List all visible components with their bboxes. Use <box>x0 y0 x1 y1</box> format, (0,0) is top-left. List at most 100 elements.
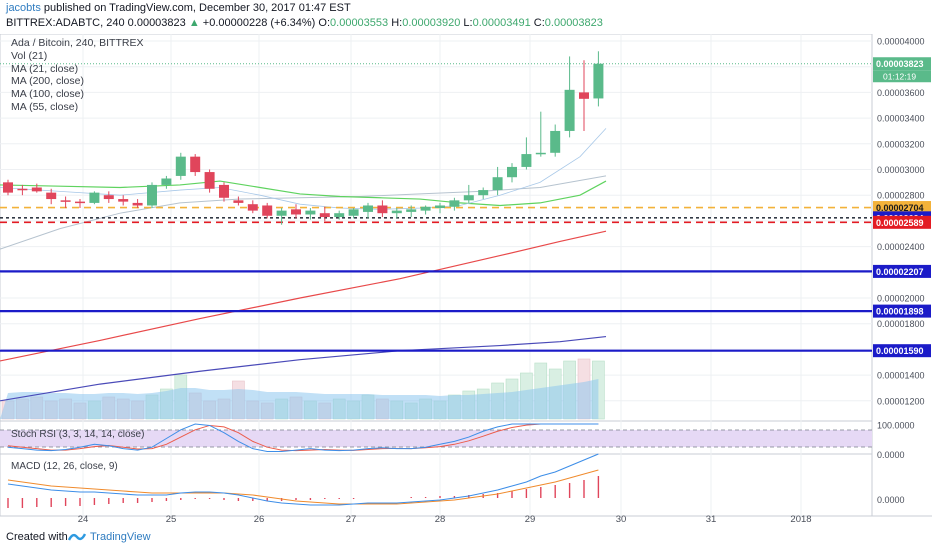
blue-level-3-tag: 0.00001590 <box>876 346 924 356</box>
orange-level-tag: 0.00002704 <box>876 203 924 213</box>
candle-down <box>17 188 28 191</box>
time-tick-label: 29 <box>525 514 536 525</box>
horizontal-lines <box>0 63 872 352</box>
price-tick-label: 0.00002000 <box>877 294 925 304</box>
candle-up <box>593 63 604 99</box>
orange-level-tag-bg <box>873 201 931 215</box>
time-tick-label: 28 <box>435 514 446 525</box>
candle-up <box>175 156 186 176</box>
last-price: 0.00003823 <box>127 17 186 29</box>
stoch-k-line <box>7 423 599 453</box>
price-tick-label: 0.00001400 <box>877 371 925 381</box>
time-tick-label: 24 <box>78 514 89 525</box>
candle-down <box>219 184 229 198</box>
chart-legend: Ada / Bitcoin, 240, BITTREX Vol (21) MA … <box>11 37 143 114</box>
tradingview-logo-icon <box>68 533 86 541</box>
candle-up <box>435 205 445 209</box>
legend-item-ma21[interactable]: MA (21, close) <box>11 62 79 75</box>
low-value: 0.00003491 <box>472 17 531 29</box>
candle-down <box>75 201 85 204</box>
stoch-rsi-pane <box>0 423 872 453</box>
high-value: 0.00003920 <box>402 17 461 29</box>
blue-level-1-tag: 0.00002207 <box>876 267 924 277</box>
candle-up <box>391 210 402 214</box>
candle-down <box>46 192 57 200</box>
time-tick-label: 2018 <box>790 514 811 525</box>
macd-label[interactable]: MACD (12, 26, close, 9) <box>11 461 118 472</box>
candle-up <box>521 154 532 167</box>
symbol-label: BITTREX:ADABTC, 240 <box>6 17 125 29</box>
time-tick-label: 27 <box>346 514 357 525</box>
candle-up <box>305 210 316 215</box>
macd-line <box>7 453 599 506</box>
price-chart[interactable]: 0.000040000.000038000.000036000.00003400… <box>0 34 932 550</box>
low-label: L: <box>463 17 473 29</box>
candle-down <box>31 187 42 192</box>
price-tick-label: 0.00003400 <box>877 114 925 124</box>
publish-line: jacobts published on TradingView.com, De… <box>6 2 351 14</box>
price-tick-label: 0.00004000 <box>877 37 925 47</box>
subpane-tick-label: 0.0000 <box>877 450 905 460</box>
candle-up <box>420 206 431 211</box>
high-label: H: <box>391 17 403 29</box>
candle-down <box>204 172 215 189</box>
time-tick-label: 25 <box>166 514 177 525</box>
price-tick-label: 0.00001800 <box>877 319 925 329</box>
red-level-tag: 0.00002589 <box>876 218 924 228</box>
candle-up <box>478 190 489 196</box>
candle-up <box>334 213 345 218</box>
change-value: +0.00000228 (+6.34%) <box>202 17 316 29</box>
open-value: 0.00003553 <box>330 17 389 29</box>
price-tick-label: 0.00002800 <box>877 191 925 201</box>
candle-up <box>507 166 517 178</box>
candle-up <box>161 178 172 185</box>
open-label: O: <box>318 17 331 29</box>
ma-100-line <box>0 230 607 362</box>
candle-down <box>319 213 330 218</box>
candle-up <box>492 177 503 191</box>
candle-up <box>89 192 100 203</box>
blue-level-2-tag: 0.00001898 <box>876 307 924 317</box>
subpane-tick-label: 0.0000 <box>877 495 905 505</box>
candle-up <box>406 209 417 212</box>
candle-down <box>132 202 143 206</box>
candle-up <box>348 209 359 216</box>
candle-down <box>247 204 258 211</box>
legend-item-ma200[interactable]: MA (200, close) <box>11 75 84 88</box>
candle-up <box>147 184 157 206</box>
candle-down <box>291 209 301 215</box>
footer: Created with TradingView <box>0 528 932 550</box>
tradingview-brand-link[interactable]: TradingView <box>90 531 151 543</box>
ma-55-line <box>0 180 607 207</box>
candle-up <box>564 89 575 131</box>
last-price-tag: 0.00003823 <box>876 59 924 69</box>
legend-item-ma55[interactable]: MA (55, close) <box>11 100 79 113</box>
macd-signal-line <box>7 469 599 505</box>
time-axis: 24 25 26 27 28 29 30 31 2018 <box>78 514 812 525</box>
legend-title: Ada / Bitcoin, 240, BITTREX <box>11 37 144 49</box>
legend-item-vol[interactable]: Vol (21) <box>11 49 48 62</box>
stoch-rsi-label[interactable]: Stoch RSI (3, 3, 14, 14, close) <box>11 429 145 440</box>
legend-item-ma100[interactable]: MA (100, close) <box>11 88 84 101</box>
time-tick-label: 30 <box>616 514 627 525</box>
created-with-text: Created with <box>6 531 68 543</box>
macd-pane <box>7 453 600 508</box>
candle-up <box>449 200 460 207</box>
candle-down <box>190 156 201 173</box>
close-label: C: <box>533 17 545 29</box>
ma-long-blue-line <box>0 335 607 402</box>
candle-down <box>377 205 388 214</box>
blue-level-3-tag-bg <box>873 344 931 358</box>
candle-up <box>363 205 373 212</box>
ohlc-line: BITTREX:ADABTC, 240 0.00003823 ▲ +0.0000… <box>6 17 603 29</box>
price-tick-label: 0.00001200 <box>877 396 925 406</box>
author-link[interactable]: jacobts <box>6 2 41 14</box>
candle-down <box>3 182 13 193</box>
close-value: 0.00003823 <box>544 17 603 29</box>
candle-down <box>103 195 114 200</box>
price-tags: 0.0000382301:12:190.000027040.000026240.… <box>873 57 931 358</box>
countdown-bg <box>873 70 931 83</box>
chart-header: jacobts published on TradingView.com, De… <box>0 0 932 34</box>
red-level-tag-bg <box>873 215 931 229</box>
time-tick-label: 26 <box>254 514 265 525</box>
